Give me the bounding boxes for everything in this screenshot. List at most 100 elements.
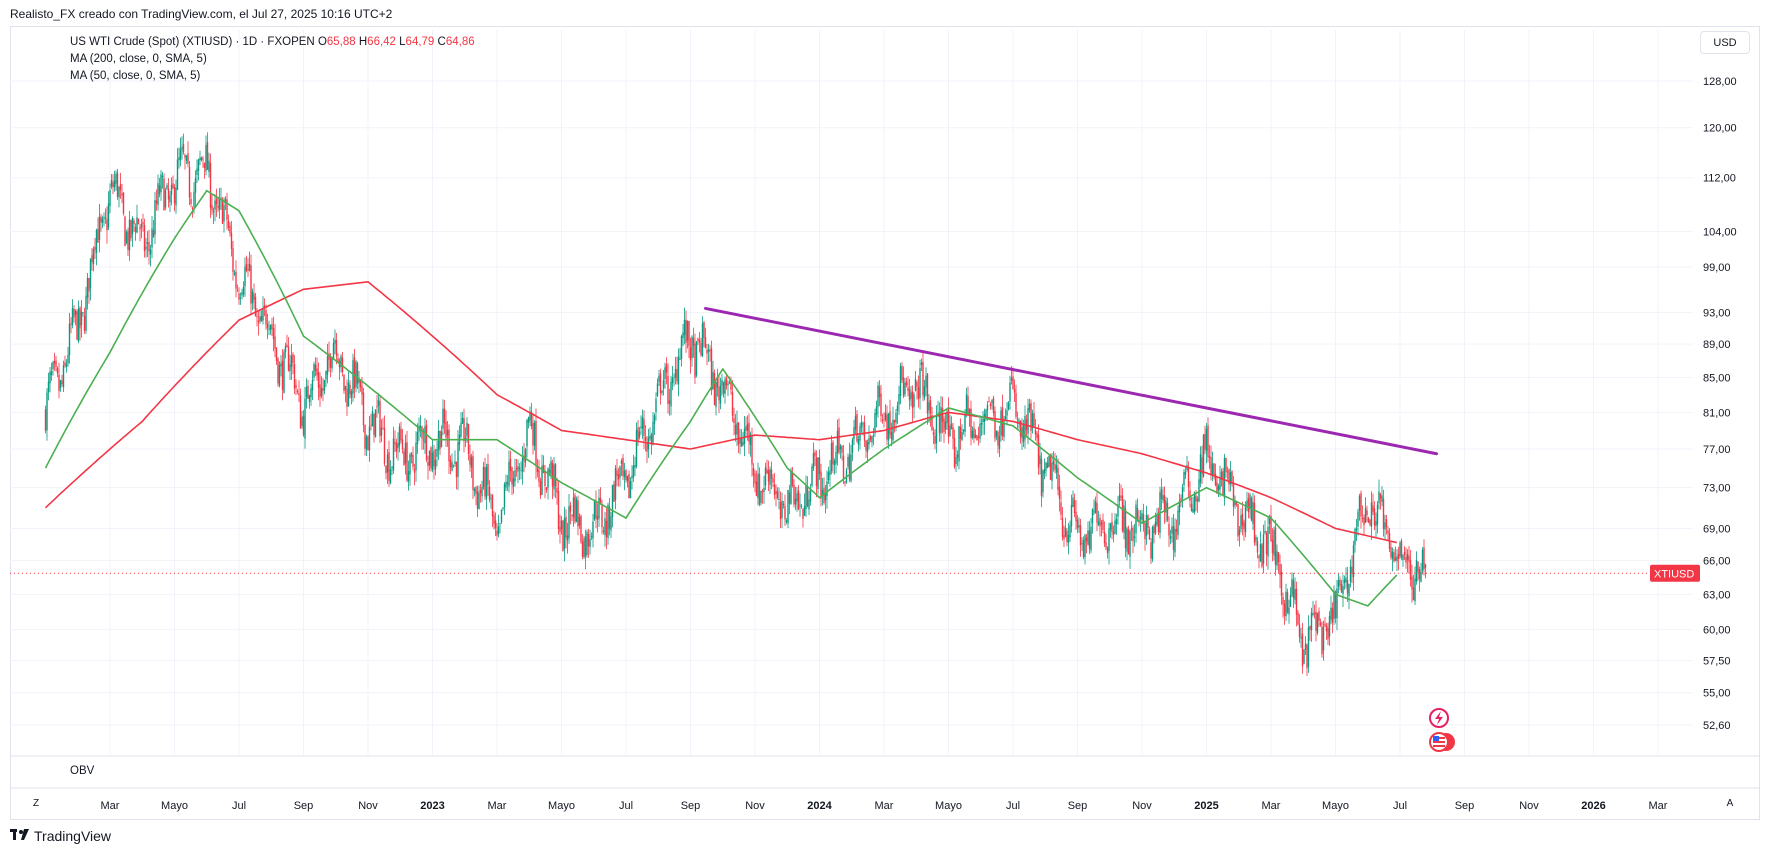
candle [1105, 533, 1107, 550]
candle-body [592, 521, 594, 539]
candle-body [368, 426, 371, 451]
candle [841, 444, 843, 461]
candle [818, 449, 821, 480]
candle-body [1115, 518, 1118, 524]
candle [949, 414, 951, 438]
candle-body [169, 195, 171, 203]
candle [934, 429, 936, 450]
brand-name: TradingView [34, 828, 112, 844]
candle [1204, 425, 1206, 455]
candle-body [149, 249, 152, 255]
candle-body [676, 369, 678, 382]
candle-body [1004, 416, 1007, 420]
tradingview-logo[interactable]: TradingView [10, 828, 111, 844]
candle-body [227, 220, 230, 228]
candle-body [419, 426, 422, 428]
candle [1006, 401, 1008, 426]
candle-body [754, 473, 756, 484]
candle [530, 402, 533, 430]
ma50-legend[interactable]: MA (50, close, 0, SMA, 5) [70, 70, 201, 82]
candle [1028, 398, 1031, 413]
candle-body [1016, 418, 1019, 420]
candle-body [1280, 571, 1283, 596]
candle [1066, 528, 1068, 547]
candle-body [1153, 526, 1155, 534]
candle-body [343, 374, 345, 391]
candle-body [143, 225, 146, 251]
auto-scale-button[interactable]: A [1726, 798, 1734, 809]
candle-body [470, 456, 473, 468]
candle [1118, 482, 1121, 506]
candle-body [436, 449, 438, 457]
candle-body [430, 447, 432, 469]
candle [122, 192, 125, 216]
candle-body [487, 463, 489, 485]
candle [644, 424, 647, 452]
candle [1216, 476, 1218, 494]
candle-body [283, 351, 285, 393]
candle-body [1103, 531, 1106, 544]
candle-body [451, 462, 453, 471]
obv-indicator-label[interactable]: OBV [70, 765, 95, 777]
ma200-legend[interactable]: MA (200, close, 0, SMA, 5) [70, 53, 207, 65]
candle [194, 170, 197, 206]
candle-body [551, 463, 554, 487]
candle-body [101, 218, 104, 223]
candle [1141, 509, 1143, 523]
candle [278, 361, 281, 388]
candle-body [1187, 467, 1190, 488]
candle [344, 385, 347, 403]
candle-body [328, 353, 330, 360]
candle [1157, 507, 1160, 536]
candle-body [530, 411, 533, 427]
candle [311, 370, 314, 401]
candle-body [1345, 577, 1347, 583]
candle [1015, 384, 1017, 420]
candle [212, 207, 215, 225]
symbol-row[interactable]: US WTI Crude (Spot) (XTIUSD) · 1D · FXOP… [70, 34, 475, 51]
candle [277, 357, 279, 387]
candle-body [1202, 434, 1205, 477]
candle [386, 449, 389, 485]
candle [559, 514, 561, 544]
candle-body [1192, 508, 1194, 513]
candle [1232, 476, 1235, 516]
candle [1310, 607, 1313, 642]
candle [1246, 491, 1248, 512]
candle [731, 380, 734, 422]
candle [1241, 501, 1244, 536]
candle [1052, 451, 1055, 472]
candle-body [976, 435, 978, 440]
candle [685, 310, 687, 353]
candle-body [442, 408, 444, 429]
candle-body [1375, 520, 1377, 527]
candle [1124, 500, 1127, 558]
candle-body [608, 506, 611, 529]
candle [1024, 405, 1026, 449]
candle-body [452, 465, 455, 466]
candle [1397, 546, 1400, 571]
candle-body [1324, 623, 1326, 626]
candle [100, 213, 102, 232]
candle-body [1013, 388, 1016, 393]
candle [539, 477, 542, 499]
candle [176, 148, 179, 191]
candle-body [1385, 519, 1388, 528]
candle-body [1262, 534, 1265, 564]
candle-body [674, 368, 677, 378]
zoom-button[interactable]: Z [32, 798, 40, 809]
candle-body [293, 363, 296, 389]
candle [625, 468, 627, 483]
candle-body [1300, 636, 1302, 639]
candle [572, 488, 575, 527]
candle [200, 156, 203, 162]
candle [1294, 577, 1296, 605]
candle-body [968, 408, 971, 416]
candle [1205, 423, 1208, 464]
candle [502, 507, 504, 511]
currency-button[interactable]: USD [1700, 31, 1750, 54]
candle-body [874, 413, 876, 434]
candle [1313, 604, 1316, 619]
candle-body [395, 443, 398, 452]
